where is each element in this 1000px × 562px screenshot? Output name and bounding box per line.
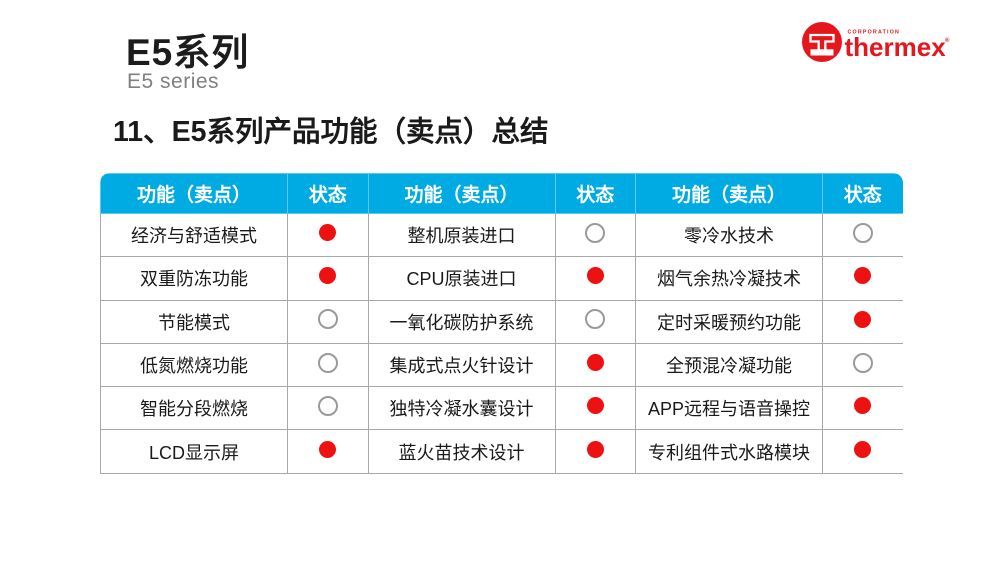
svg-text:thermex: thermex [845,32,947,62]
svg-text:®: ® [945,37,950,44]
